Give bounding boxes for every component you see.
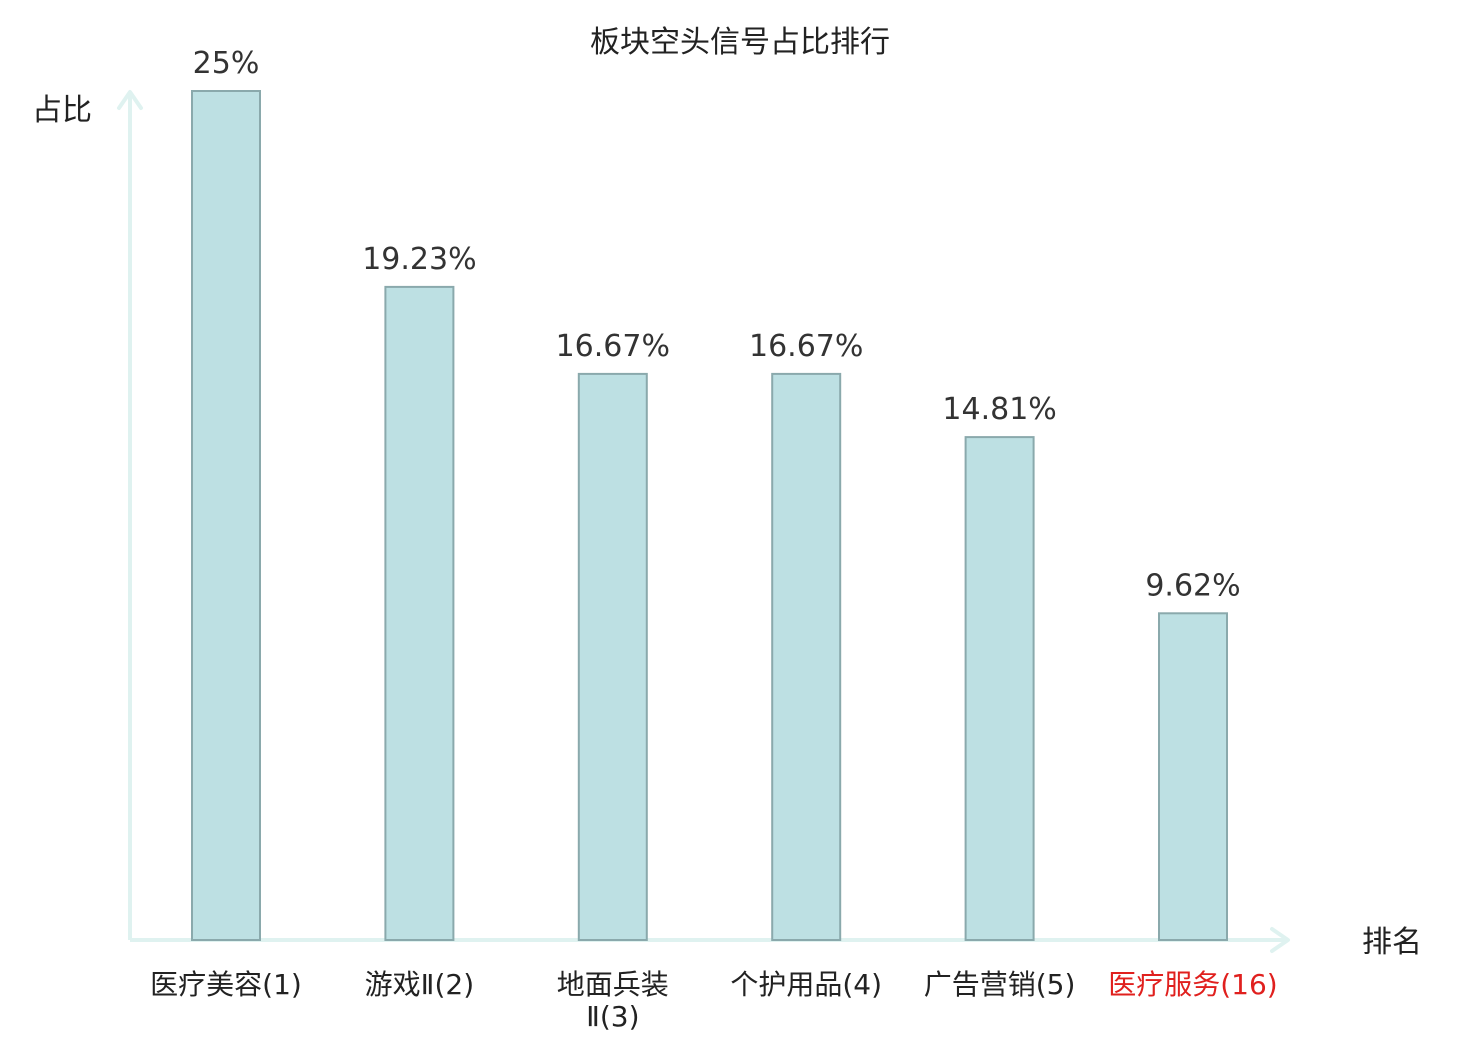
- bar-value-label: 9.62%: [1145, 568, 1240, 603]
- chart-title: 板块空头信号占比排行: [590, 25, 890, 60]
- bar-value-label: 25%: [193, 46, 260, 81]
- bar: [191, 90, 261, 941]
- bar: [771, 372, 842, 941]
- bar-value-label: 19.23%: [362, 242, 476, 277]
- x-tick-label: 广告营销(5): [924, 968, 1076, 1001]
- x-tick-label: 游戏Ⅱ(2): [365, 968, 474, 1001]
- x-tick-label: 医疗服务(16): [1108, 968, 1277, 1001]
- axes: [117, 90, 1290, 953]
- bar-value-label: 16.67%: [749, 329, 863, 364]
- bars: [191, 90, 1228, 941]
- bar: [577, 372, 648, 941]
- y-axis-arrowhead: [117, 90, 143, 110]
- x-axis-label: 排名: [1362, 925, 1422, 960]
- bar: [964, 436, 1035, 941]
- x-tick-label: 个护用品(4): [730, 968, 882, 1001]
- bar: [384, 285, 455, 941]
- bar-value-label: 14.81%: [942, 392, 1056, 427]
- value-labels: 25% 19.23% 16.67% 16.67% 14.81% 9.62%: [193, 46, 1241, 603]
- x-tick-label: Ⅱ(3): [586, 1000, 639, 1033]
- x-tick-label: 地面兵装: [557, 968, 669, 1001]
- bar: [1158, 612, 1228, 941]
- x-tick-label: 医疗美容(1): [150, 968, 302, 1001]
- bar-value-label: 16.67%: [556, 329, 670, 364]
- y-axis-label: 占比: [32, 93, 92, 128]
- x-axis-arrowhead: [1270, 927, 1290, 953]
